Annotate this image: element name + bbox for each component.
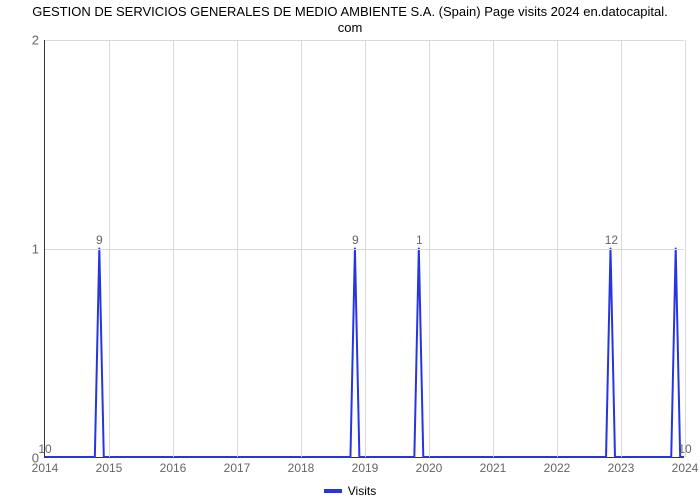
xtick-label: 2023 <box>608 461 635 475</box>
xtick-label: 2020 <box>416 461 443 475</box>
xtick-label: 2018 <box>288 461 315 475</box>
gridline-v <box>365 40 366 457</box>
xtick-label: 2022 <box>544 461 571 475</box>
gridline-v <box>429 40 430 457</box>
legend-label: Visits <box>348 484 376 498</box>
gridline-v <box>237 40 238 457</box>
data-label: 10 <box>678 442 691 456</box>
gridline-v <box>557 40 558 457</box>
legend-item-visits: Visits <box>324 484 376 498</box>
xtick-label: 2017 <box>224 461 251 475</box>
legend: Visits <box>0 482 700 498</box>
plot-area: 0122014201520162017201820192020202120222… <box>44 40 684 458</box>
gridline-v <box>173 40 174 457</box>
legend-swatch <box>324 489 342 493</box>
gridline-v <box>621 40 622 457</box>
gridline-v <box>301 40 302 457</box>
data-label: 1 <box>416 233 423 247</box>
gridline-v <box>685 40 686 457</box>
xtick-label: 2016 <box>160 461 187 475</box>
gridline-v <box>109 40 110 457</box>
chart-title: GESTION DE SERVICIOS GENERALES DE MEDIO … <box>0 0 700 37</box>
chart-title-line1: GESTION DE SERVICIOS GENERALES DE MEDIO … <box>32 4 668 19</box>
data-label: 9 <box>352 233 359 247</box>
ytick-label: 2 <box>32 33 39 48</box>
xtick-label: 2021 <box>480 461 507 475</box>
data-label: 10 <box>38 442 51 456</box>
chart-title-line2: com <box>338 20 363 35</box>
xtick-label: 2014 <box>32 461 59 475</box>
data-label: 9 <box>96 233 103 247</box>
xtick-label: 2019 <box>352 461 379 475</box>
gridline-v <box>493 40 494 457</box>
xtick-label: 2024 <box>672 461 699 475</box>
xtick-label: 2015 <box>96 461 123 475</box>
data-label: 12 <box>605 233 618 247</box>
ytick-label: 1 <box>32 242 39 257</box>
